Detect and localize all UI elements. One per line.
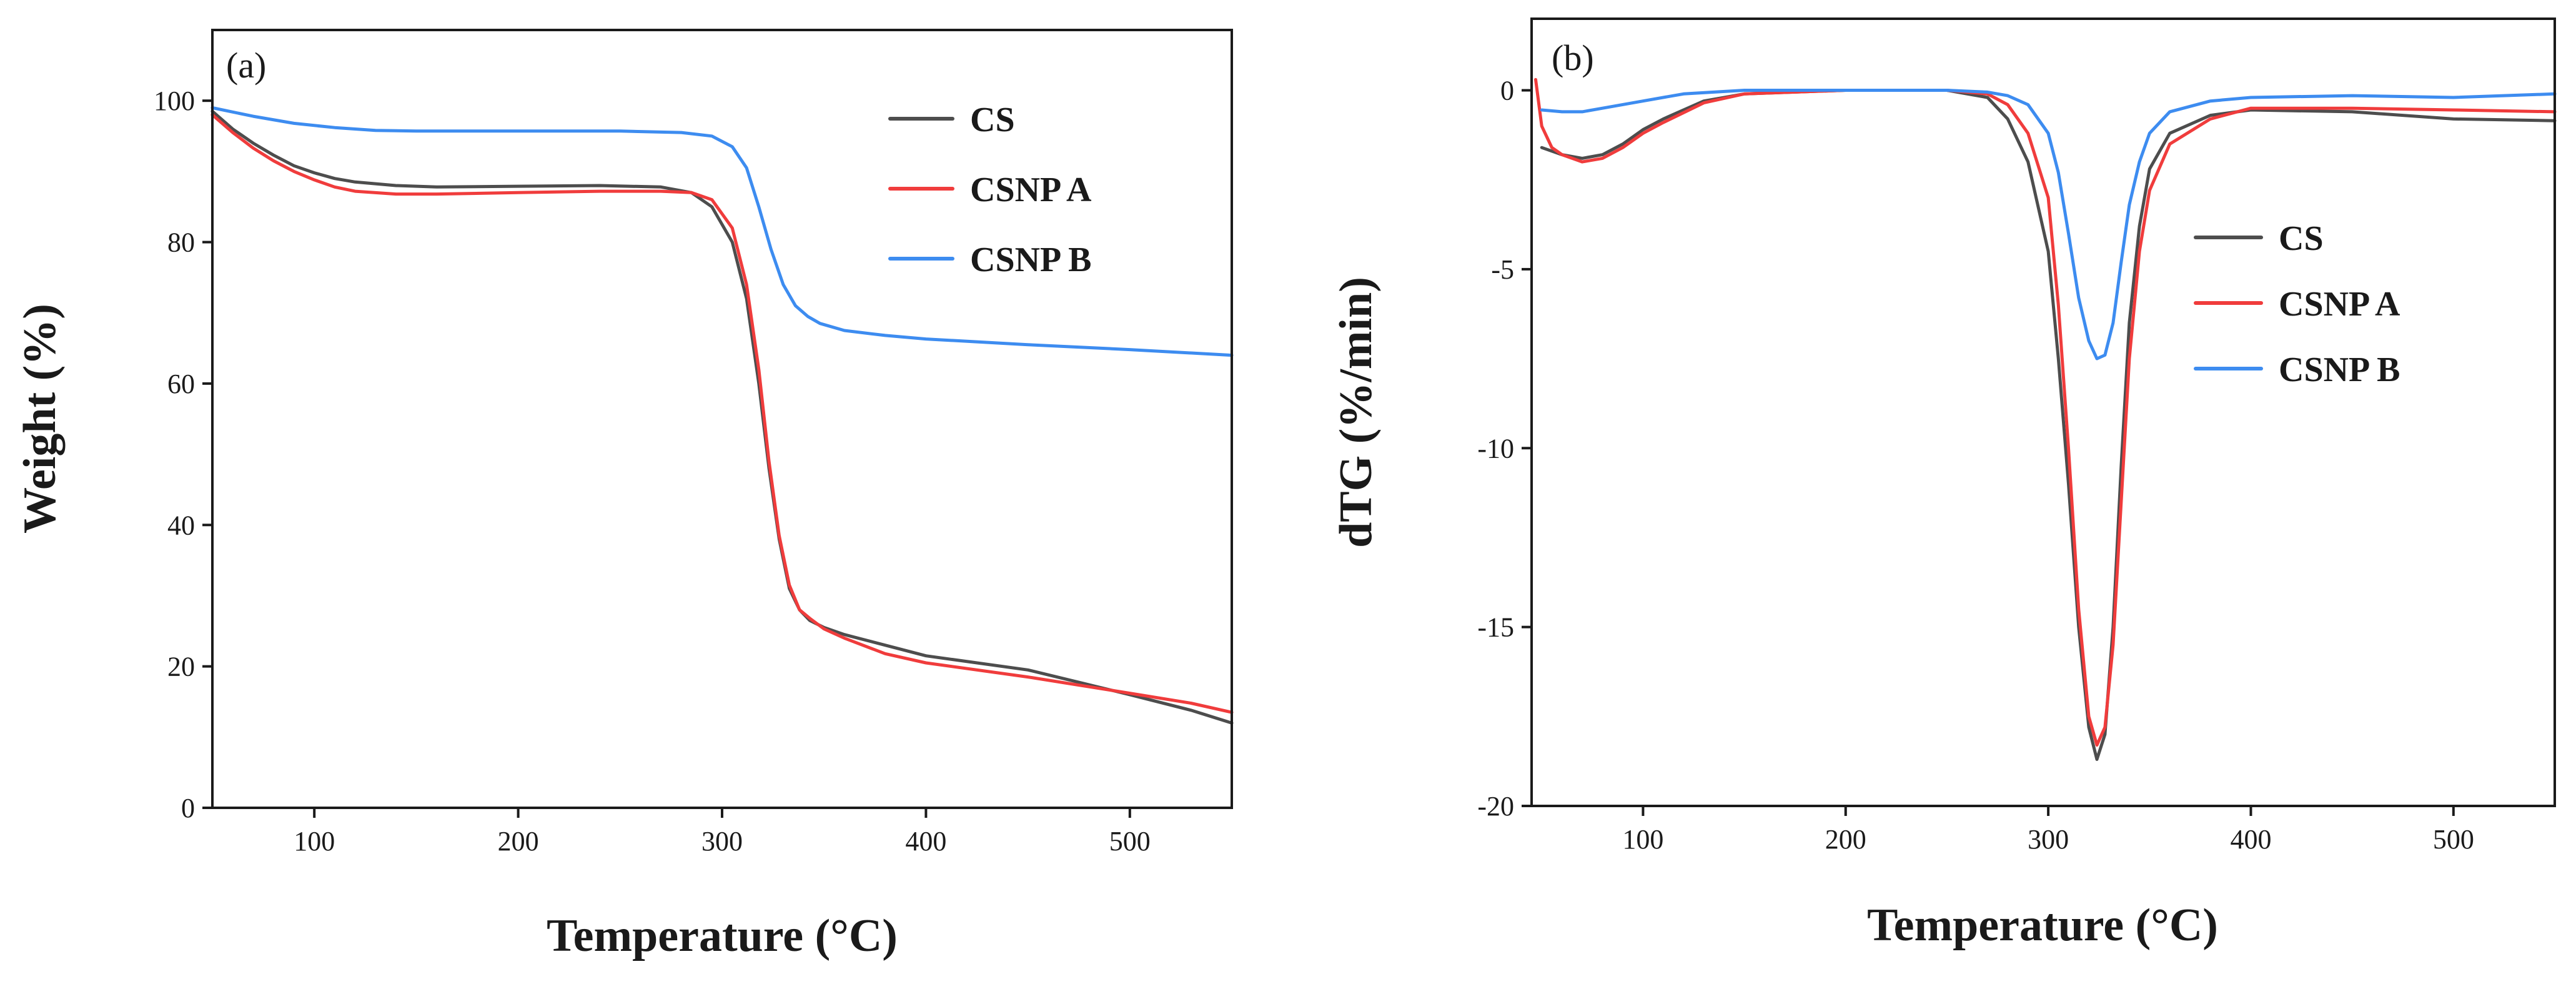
panel-b-series-csnp-a [1534,77,2557,747]
panel-a-x-tick-label-1: 200 [498,826,539,857]
panel-b-y-tick-label-0: 0 [1500,76,1514,106]
panel-a-y-tick-label-4: 80 [167,227,195,258]
panel-a-legend-label-1: CSNP A [970,171,1092,209]
panel-a-y-tick-label-2: 40 [167,510,195,540]
panel-a-y-tick-label-3: 60 [167,369,195,399]
panel-a-x-tick-label-2: 300 [701,826,743,857]
panel-b-x-axis-label: Temperature (°C) [1867,900,2218,951]
panel-b-plot-frame [1530,17,2556,807]
panel-b-x-tick-label-3: 400 [2230,824,2271,855]
panel-a-plot-frame [211,29,1233,809]
panel-a-x-tick-label-0: 100 [294,826,335,857]
panel-a-series-csnp-b [211,106,1234,357]
panel-b-label: (b) [1552,37,1594,78]
panel-b-x-tick-label-0: 100 [1622,824,1663,855]
panel-a-y-tick-label-0: 0 [181,793,195,823]
panel-b-legend-label-1: CSNP A [2279,285,2400,324]
panel-a: (a) 100 200 300 400 500 0 20 40 60 80 100 CS CSNP A… [14,29,1234,962]
panel-b-y-tick-label-4: -20 [1477,791,1514,822]
panel-b-legend-label-2: CSNP B [2279,350,2400,389]
panel-b-legend-label-0: CS [2279,219,2324,258]
panel-a-legend-label-2: CSNP B [970,241,1092,279]
panel-a-legend-label-0: CS [970,101,1015,139]
panel-b-series-cs [1540,89,2557,761]
panel-a-x-tick-label-4: 500 [1109,826,1151,857]
panel-b-x-tick-label-2: 300 [2028,824,2069,855]
panel-a-y-tick-label-1: 20 [167,652,195,682]
panel-b: (b) 100 200 300 400 500 0 -5 -10 -15 -20 CS CSNP A… [1330,17,2557,951]
panel-b-y-axis-label: dTG (%/min) [1330,277,1382,548]
panel-b-series-csnp-b [1540,89,2557,360]
panel-a-x-axis-label: Temperature (°C) [547,910,898,962]
panel-b-y-tick-label-2: -10 [1477,433,1514,464]
panel-b-x-tick-label-1: 200 [1825,824,1866,855]
panel-a-series-csnp-a [211,113,1234,714]
panel-a-y-axis-label: Weight (%) [14,304,66,534]
panel-a-x-tick-label-3: 400 [905,826,946,857]
panel-a-label: (a) [226,45,266,86]
panel-a-y-tick-label-5: 100 [154,86,195,116]
panel-b-y-tick-label-3: -15 [1477,612,1514,643]
panel-a-series-cs [211,109,1234,725]
panel-b-x-tick-label-4: 500 [2433,824,2474,855]
panel-b-y-tick-label-1: -5 [1491,254,1514,285]
